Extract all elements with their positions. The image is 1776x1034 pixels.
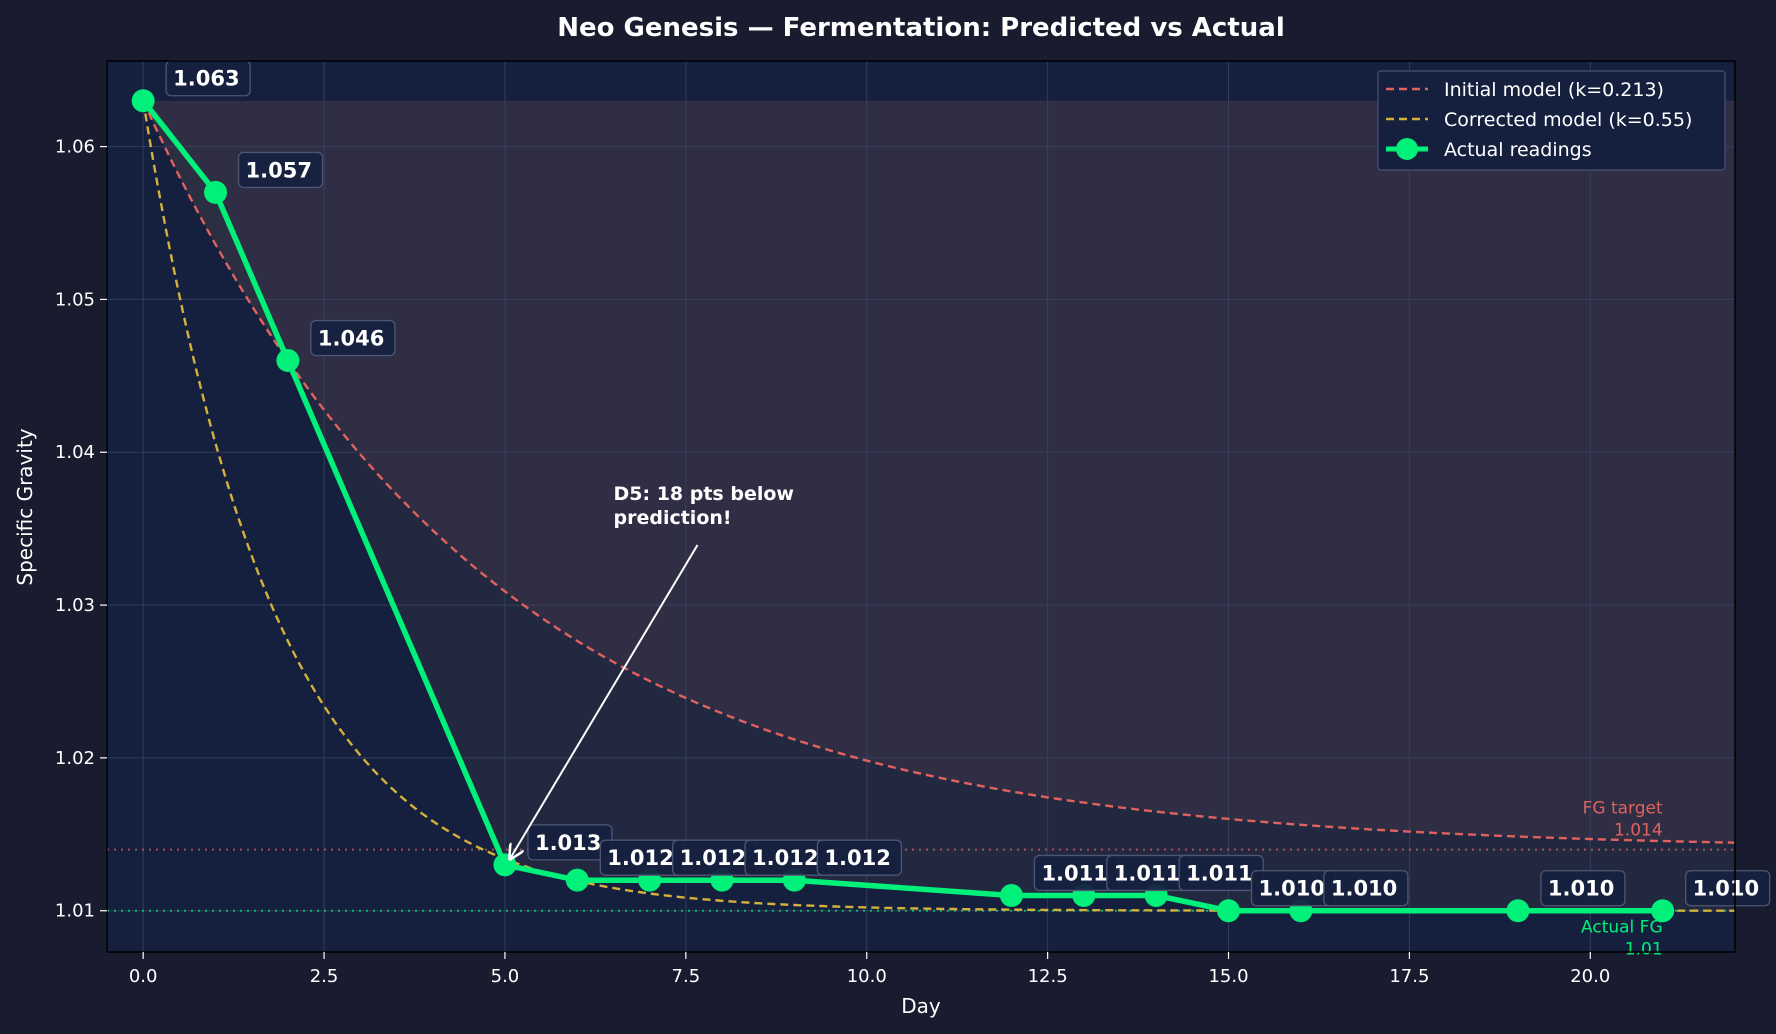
- data-label: 1.010: [1323, 870, 1409, 907]
- fg-target-label: FG target: [1583, 799, 1663, 819]
- data-label-box: [816, 839, 903, 876]
- data-label: 1.063: [165, 60, 251, 97]
- y-axis-label: Specific Gravity: [13, 428, 37, 585]
- data-label-box: [237, 151, 324, 189]
- x-tick-label: 2.5: [310, 966, 339, 987]
- y-tick-label: 1.04: [55, 442, 95, 463]
- actual-reading-point: [1651, 899, 1675, 923]
- data-label: 1.010: [1540, 870, 1626, 907]
- actual-reading-point: [131, 89, 155, 113]
- plot-frame: [106, 60, 1736, 953]
- x-tick-label: 5.0: [491, 966, 520, 987]
- actual-reading-point: [565, 868, 589, 892]
- data-label-text: 1.011: [1041, 861, 1107, 885]
- legend-label-actual-readings: Actual readings: [1444, 139, 1592, 161]
- data-label-box: [1540, 870, 1626, 907]
- data-label-text: 1.011: [1114, 861, 1180, 885]
- legend-label-initial-model: Initial model (k=0.213): [1444, 79, 1664, 101]
- x-axis-label: Day: [901, 994, 941, 1018]
- data-label: 1.010: [1684, 870, 1771, 907]
- annotation-text-line1: D5: 18 pts below: [613, 483, 793, 505]
- data-label-text: 1.057: [246, 158, 312, 182]
- data-label: 1.011: [1106, 854, 1192, 892]
- actual-reading-point: [276, 349, 300, 373]
- y-tick-label: 1.01: [55, 901, 95, 922]
- actual-reading-point: [204, 180, 228, 204]
- region-above-initial-model: [143, 100, 1735, 843]
- x-tick-label: 15.0: [1208, 966, 1248, 987]
- data-label-text: 1.012: [680, 846, 746, 870]
- data-label: 1.012: [816, 839, 903, 876]
- chart-title: Neo Genesis — Fermentation: Predicted vs…: [557, 13, 1285, 43]
- initial-model-curve: [142, 100, 1735, 844]
- y-tick-label: 1.02: [55, 748, 95, 769]
- data-label-text: 1.010: [1331, 877, 1397, 901]
- y-tick-label: 1.05: [55, 289, 95, 310]
- annotation-text-line2: prediction!: [613, 507, 731, 529]
- data-label: 1.012: [599, 839, 685, 876]
- actual-reading-point: [1217, 899, 1241, 923]
- fg-target-value: 1.014: [1614, 821, 1663, 841]
- actual-fg-label: Actual FG: [1581, 918, 1663, 938]
- data-label: 1.011: [1033, 854, 1120, 892]
- data-label-text: 1.063: [173, 67, 239, 91]
- x-tick-label: 10.0: [847, 966, 887, 987]
- x-tick-label: 20.0: [1570, 966, 1610, 987]
- data-label-text: 1.010: [1548, 877, 1614, 901]
- actual-fg-value: 1.01: [1625, 940, 1663, 960]
- legend-label-corrected-model: Corrected model (k=0.55): [1444, 109, 1692, 131]
- data-label-box: [1323, 870, 1409, 907]
- x-tick-label: 12.5: [1028, 966, 1068, 987]
- data-label: 1.010: [1250, 870, 1337, 907]
- data-label-box: [310, 319, 396, 357]
- legend-marker-actual-readings: [1396, 138, 1418, 160]
- region-between-model-and-actual: [143, 100, 1735, 911]
- data-label-text: 1.012: [824, 846, 890, 870]
- data-label-text: 1.012: [752, 846, 818, 870]
- actual-reading-point: [999, 883, 1023, 907]
- data-label-text: 1.012: [607, 846, 673, 870]
- data-label: 1.013: [527, 824, 613, 861]
- data-label-text: 1.010: [1693, 877, 1759, 901]
- x-tick-label: 17.5: [1389, 966, 1429, 987]
- actual-reading-point: [1506, 899, 1530, 923]
- legend-box: [1377, 70, 1726, 171]
- y-tick-label: 1.06: [55, 137, 95, 158]
- data-label: 1.012: [744, 839, 830, 876]
- y-tick-label: 1.03: [55, 595, 95, 616]
- data-label-text: 1.046: [318, 327, 384, 351]
- data-label: 1.011: [1178, 854, 1264, 892]
- data-label: 1.046: [310, 319, 396, 357]
- data-label: 1.012: [672, 839, 758, 876]
- data-label-text: 1.010: [1259, 877, 1325, 901]
- x-tick-label: 7.5: [672, 966, 701, 987]
- annotation-arrow: [510, 544, 699, 859]
- legend: Initial model (k=0.213) Corrected model …: [1377, 70, 1726, 171]
- data-label: 1.057: [237, 151, 324, 189]
- data-label-text: 1.013: [535, 831, 601, 855]
- data-label-box: [1684, 870, 1771, 907]
- actual-reading-point: [493, 853, 517, 877]
- data-label-text: 1.011: [1186, 861, 1252, 885]
- x-tick-label: 0.0: [129, 966, 158, 987]
